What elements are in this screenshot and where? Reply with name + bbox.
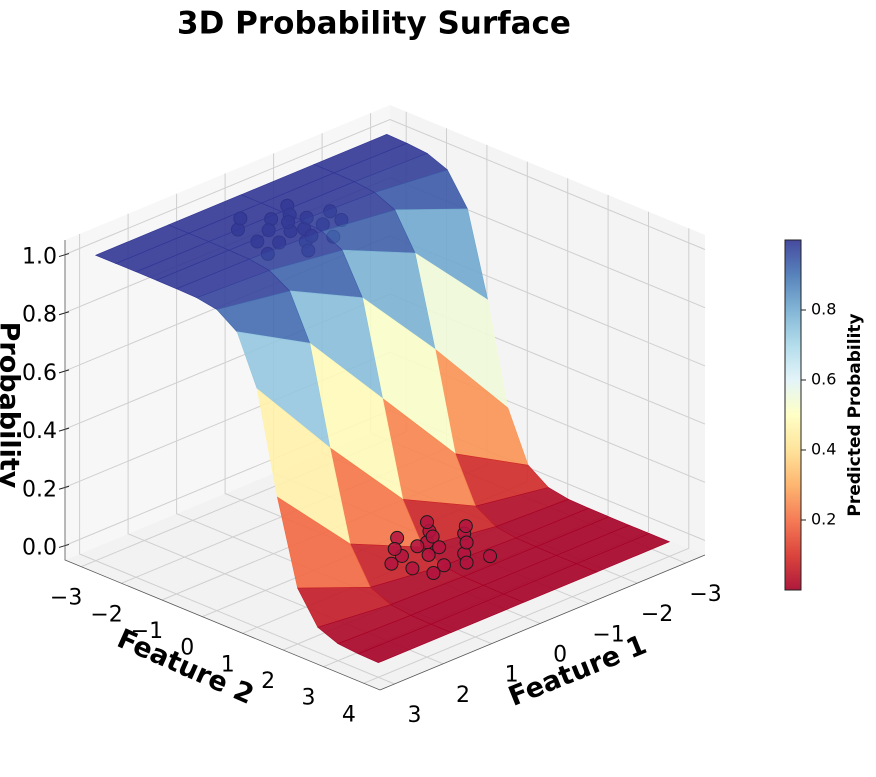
x-axis-label: Feature 1 [504, 629, 651, 712]
grid-line [363, 228, 690, 684]
x-tick-label: 3 [408, 703, 422, 728]
scatter-point [436, 558, 451, 573]
z-tick-label: 1.0 [22, 245, 57, 270]
surface-patch [357, 623, 452, 664]
z-tick-label: 0.4 [22, 419, 57, 444]
scatter-point [420, 515, 435, 530]
scatter-point [387, 541, 402, 556]
z-tick-mark [58, 543, 70, 548]
y-tick-label: −2 [90, 602, 122, 627]
z-tick-label: 0.0 [22, 535, 57, 560]
colorbar-tick-label: 0.6 [811, 370, 836, 389]
scatter-point [426, 565, 441, 580]
x-tick-label: −2 [641, 602, 673, 627]
scatter-point [459, 555, 474, 570]
z-tick-mark [58, 369, 70, 374]
axis-line [64, 240, 706, 691]
grid-line [64, 118, 706, 255]
y-tick-label: 1 [221, 652, 235, 677]
x-tick-label: 0 [553, 643, 567, 668]
x-tick-label: 2 [456, 683, 470, 708]
x-tick-label: −1 [592, 622, 624, 647]
scatter-point [432, 540, 447, 555]
colorbar [784, 239, 802, 591]
y-tick-label: 2 [261, 669, 275, 694]
z-tick-mark [58, 311, 70, 316]
colorbar-tick-label: 0.2 [811, 510, 836, 529]
z-axis-label: Probability [0, 322, 25, 489]
plot-area: −3 −2 −1 0 1 2 3 −3 −2 −1 0 1 2 3 4 0.0 0.2 0.4 0.6 0.8 1.0 [22, 105, 722, 728]
scatter-point [459, 535, 474, 550]
scatter-point [384, 556, 399, 571]
colorbar-label: Predicted Probability [845, 313, 865, 516]
z-tick-label: 0.6 [22, 361, 57, 386]
colorbar-tick-label: 0.4 [811, 440, 836, 459]
grid-line [79, 234, 395, 685]
x-tick-label: 1 [505, 663, 519, 688]
chart-title: 3D Probability Surface [177, 6, 571, 42]
z-tick-mark [58, 485, 70, 490]
y-tick-label: −3 [50, 586, 82, 611]
x-tick-label: −3 [689, 582, 721, 607]
z-tick-mark [58, 427, 70, 432]
z-tick-mark [58, 253, 70, 258]
colorbar-tick-label: 0.8 [811, 300, 836, 319]
scatter-point [458, 519, 473, 534]
y-tick-label: 3 [301, 686, 315, 711]
scatter-point [421, 547, 436, 562]
scatter-point [425, 529, 440, 544]
scatter-point [483, 549, 498, 564]
scatter-point [410, 539, 425, 554]
z-tick-label: 0.2 [22, 477, 57, 502]
y-tick-label: 0 [180, 636, 194, 661]
z-tick-label: 0.8 [22, 303, 57, 328]
y-tick-label: 4 [342, 702, 356, 727]
y-tick-label: −1 [131, 619, 163, 644]
scatter-point [405, 561, 420, 576]
